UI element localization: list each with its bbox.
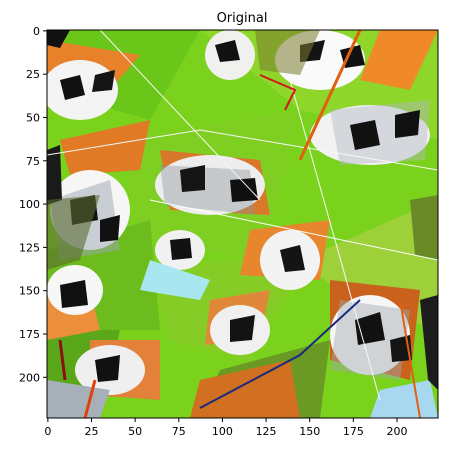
y-tick-label: 50 bbox=[26, 111, 40, 124]
y-tick-label: 75 bbox=[26, 155, 40, 168]
x-tick-label: 200 bbox=[386, 425, 407, 438]
figure-title: Original bbox=[217, 11, 268, 26]
x-tick-label: 0 bbox=[44, 425, 51, 438]
x-tick-label: 25 bbox=[85, 425, 99, 438]
plot-frame bbox=[46, 29, 439, 419]
y-tick-label: 100 bbox=[19, 198, 40, 211]
mosaic-image bbox=[47, 30, 438, 418]
y-axis: 0 25 50 75 100 125 150 175 200 bbox=[19, 25, 47, 384]
y-tick-label: 175 bbox=[19, 328, 40, 341]
y-tick-label: 0 bbox=[33, 25, 40, 38]
x-tick-label: 175 bbox=[343, 425, 364, 438]
y-tick-label: 150 bbox=[19, 285, 40, 298]
x-tick-label: 125 bbox=[256, 425, 277, 438]
x-tick-label: 150 bbox=[299, 425, 320, 438]
x-tick-label: 50 bbox=[128, 425, 142, 438]
x-tick-label: 100 bbox=[212, 425, 233, 438]
y-tick-label: 200 bbox=[19, 371, 40, 384]
x-tick-label: 75 bbox=[172, 425, 186, 438]
y-tick-label: 25 bbox=[26, 68, 40, 81]
x-axis: 0 25 50 75 100 125 150 175 200 bbox=[44, 418, 407, 438]
y-tick-label: 125 bbox=[19, 241, 40, 254]
